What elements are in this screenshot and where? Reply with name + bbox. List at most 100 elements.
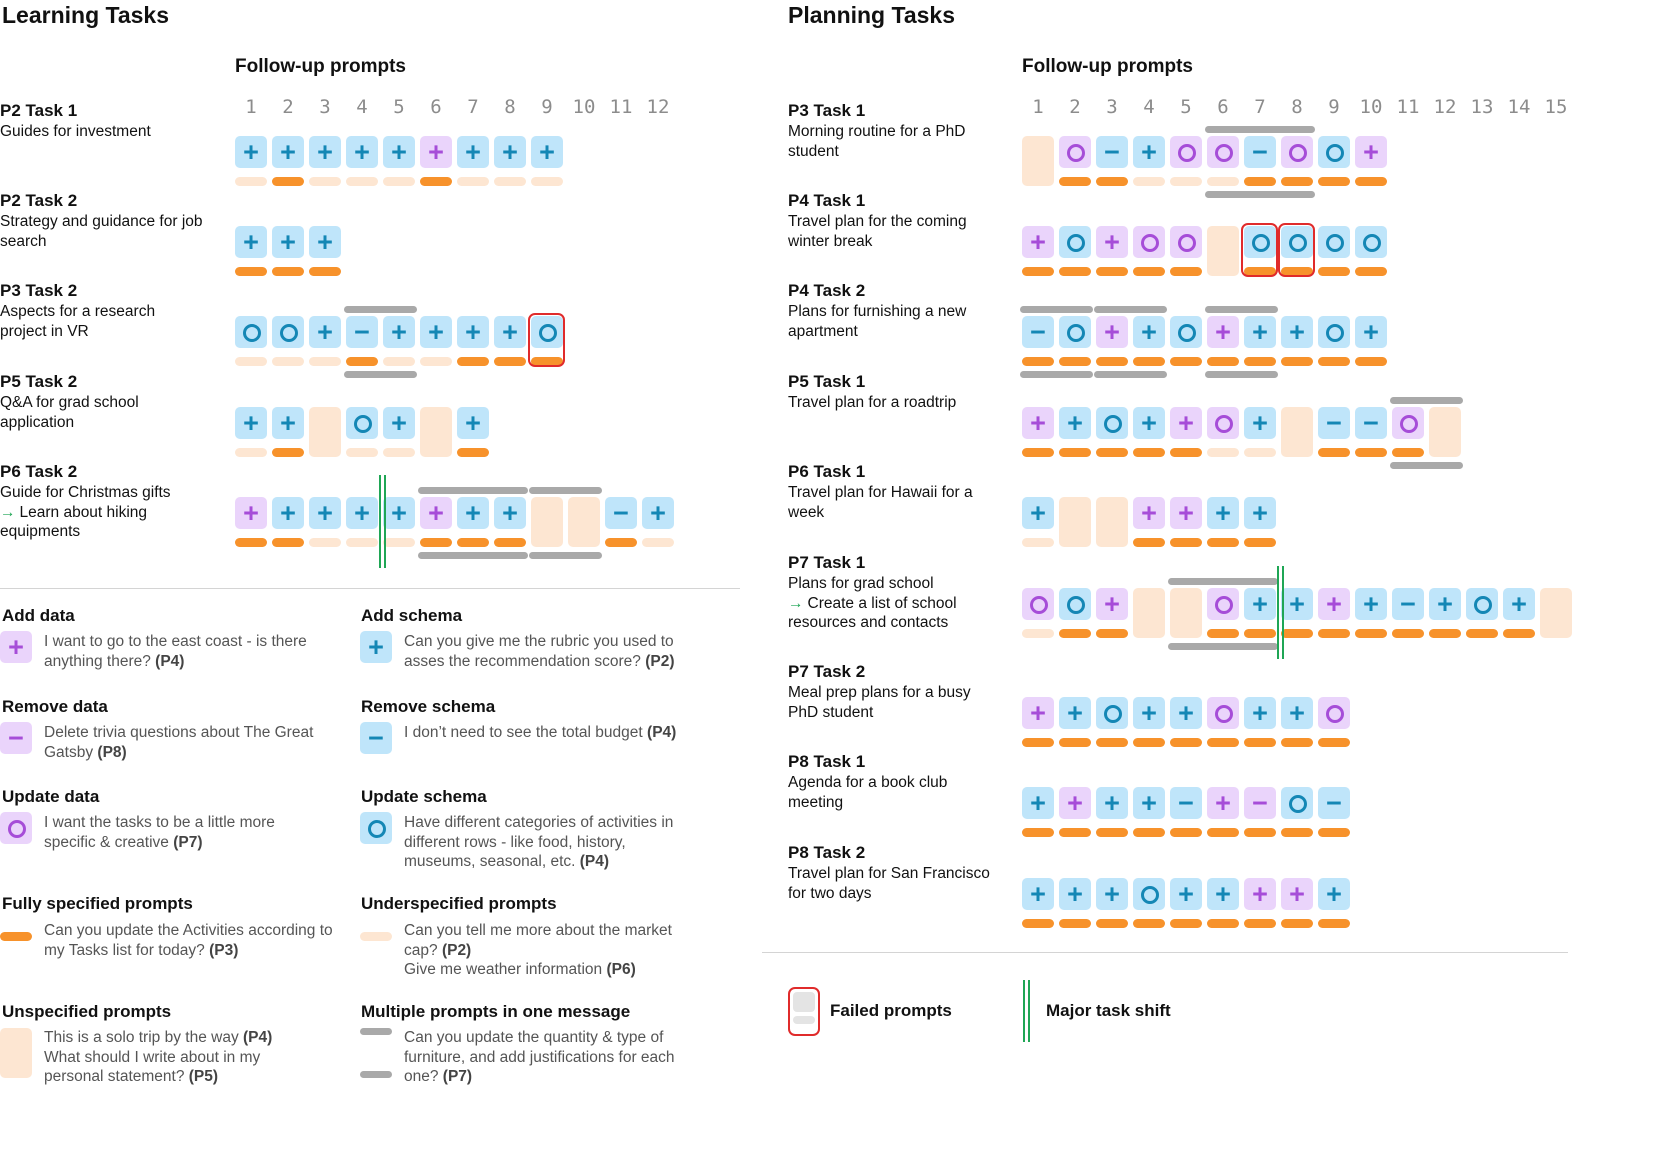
fully-specified-bar bbox=[1318, 448, 1350, 457]
update-schema-prompt bbox=[1318, 136, 1350, 168]
plus-icon: + bbox=[428, 317, 444, 347]
failed-prompt-highlight bbox=[528, 313, 565, 367]
task-description: Strategy and guidance for job search bbox=[0, 213, 203, 250]
underspecified-bar bbox=[1207, 448, 1239, 457]
fully-specified-bar bbox=[1355, 629, 1387, 638]
remove-schema-prompt: − bbox=[1318, 787, 1350, 819]
task-description: Plans for furnishing a new apartment bbox=[788, 303, 967, 340]
fully-specified-bar bbox=[457, 357, 489, 366]
add-schema-prompt: + bbox=[642, 497, 674, 529]
underspecified-bar bbox=[346, 177, 378, 186]
task-name: P3 Task 1 bbox=[788, 101, 866, 120]
fully-specified-bar bbox=[1022, 828, 1054, 837]
update-data-prompt bbox=[1207, 407, 1239, 439]
add-schema-prompt: + bbox=[1022, 878, 1054, 910]
add-schema-prompt: + bbox=[457, 497, 489, 529]
column-number: 2 bbox=[1069, 96, 1081, 118]
plus-icon: + bbox=[1215, 498, 1231, 528]
add-schema-prompt: + bbox=[1133, 316, 1165, 348]
underspecified-bar bbox=[642, 538, 674, 547]
fully-specified-bar bbox=[1207, 828, 1239, 837]
fully-specified-bar bbox=[1318, 629, 1350, 638]
minus-icon: − bbox=[1326, 788, 1342, 818]
multi-prompt-bracket-bottom bbox=[418, 552, 528, 559]
plus-icon: + bbox=[1141, 498, 1157, 528]
update-schema-prompt bbox=[1096, 697, 1128, 729]
circle-icon bbox=[1318, 226, 1350, 258]
underspecified-bar bbox=[346, 538, 378, 547]
plus-icon: + bbox=[1178, 879, 1194, 909]
fully-specified-bar bbox=[1281, 177, 1313, 186]
plus-icon: + bbox=[502, 498, 518, 528]
column-number: 5 bbox=[1180, 96, 1192, 118]
add-schema-prompt: + bbox=[235, 407, 267, 439]
update-schema-prompt bbox=[1244, 226, 1276, 258]
plus-icon: + bbox=[391, 137, 407, 167]
plus-icon: + bbox=[1289, 698, 1305, 728]
update-schema-prompt bbox=[1170, 316, 1202, 348]
task-name: P5 Task 2 bbox=[0, 372, 78, 391]
fully-specified-bar bbox=[1133, 828, 1165, 837]
fully-specified-bar bbox=[1244, 629, 1276, 638]
fully-specified-bar bbox=[1281, 267, 1313, 276]
fully-specified-bar bbox=[457, 538, 489, 547]
fully-specified-bar bbox=[1096, 919, 1128, 928]
update-data-prompt bbox=[1392, 407, 1424, 439]
unspecified-prompt bbox=[420, 407, 452, 457]
add-data-prompt: + bbox=[1022, 407, 1054, 439]
circle-icon bbox=[531, 316, 563, 348]
multi-prompt-bracket-bottom bbox=[1205, 371, 1278, 378]
add-data-prompt: + bbox=[1244, 878, 1276, 910]
plus-icon: + bbox=[1289, 317, 1305, 347]
task-description: Travel plan for San Francisco for two da… bbox=[788, 865, 990, 902]
multi-prompt-bracket-bottom bbox=[1094, 371, 1167, 378]
unspecified-prompt bbox=[1170, 588, 1202, 638]
update-data-prompt bbox=[1022, 588, 1054, 620]
underspecified-bar bbox=[1133, 177, 1165, 186]
plus-icon: + bbox=[0, 631, 32, 663]
plus-icon: + bbox=[1030, 498, 1046, 528]
task-description: Meal prep plans for a busy PhD student bbox=[788, 684, 971, 721]
multi-prompt-bracket-top bbox=[1168, 578, 1278, 585]
plus-icon: + bbox=[465, 498, 481, 528]
legend-remove-schema-title: Remove schema bbox=[361, 697, 496, 716]
learning-followup-title: Follow-up prompts bbox=[235, 56, 406, 77]
legend-remove-schema-example: I don’t need to see the total budget (P4… bbox=[404, 724, 677, 741]
plus-icon: + bbox=[1104, 317, 1120, 347]
fully-specified-bar bbox=[1096, 828, 1128, 837]
minus-icon: − bbox=[1104, 137, 1120, 167]
add-schema-prompt: + bbox=[309, 316, 341, 348]
fully-specified-bar bbox=[1096, 177, 1128, 186]
multi-prompt-swatch-bottom bbox=[360, 1071, 392, 1078]
circle-icon bbox=[1392, 407, 1424, 439]
remove-schema-prompt: − bbox=[1244, 136, 1276, 168]
add-schema-prompt: + bbox=[235, 136, 267, 168]
fully-specified-bar bbox=[1318, 357, 1350, 366]
remove-data-prompt: − bbox=[1244, 787, 1276, 819]
plus-icon: + bbox=[280, 137, 296, 167]
circle-icon bbox=[1170, 316, 1202, 348]
update-data-prompt bbox=[1207, 588, 1239, 620]
column-number: 5 bbox=[393, 96, 405, 118]
circle-icon bbox=[1059, 226, 1091, 258]
fully-specified-bar bbox=[531, 357, 563, 366]
task-description: Plans for grad school → Create a list of s… bbox=[788, 575, 957, 631]
fully-specified-bar bbox=[420, 177, 452, 186]
circle-icon bbox=[1059, 136, 1091, 168]
legend-update-schema-example: Have different categories of activities … bbox=[404, 814, 674, 870]
fully-specified-bar bbox=[420, 538, 452, 547]
update-schema-prompt bbox=[1281, 787, 1313, 819]
remove-schema-prompt: − bbox=[1022, 316, 1054, 348]
plus-icon: + bbox=[428, 498, 444, 528]
task-description: Travel plan for the coming winter break bbox=[788, 213, 967, 250]
add-data-prompt: + bbox=[1207, 316, 1239, 348]
multi-prompt-bracket-top bbox=[1094, 306, 1167, 313]
add-schema-prompt: + bbox=[383, 316, 415, 348]
major-task-shift-line bbox=[379, 475, 386, 568]
fully-specified-bar bbox=[1170, 538, 1202, 547]
multi-prompt-bracket-top bbox=[1205, 306, 1278, 313]
add-schema-prompt: + bbox=[420, 316, 452, 348]
unspecified-prompt bbox=[1022, 136, 1054, 186]
task-description: Aspects for a research project in VR bbox=[0, 303, 156, 340]
arrow-right-icon: → bbox=[0, 503, 16, 521]
